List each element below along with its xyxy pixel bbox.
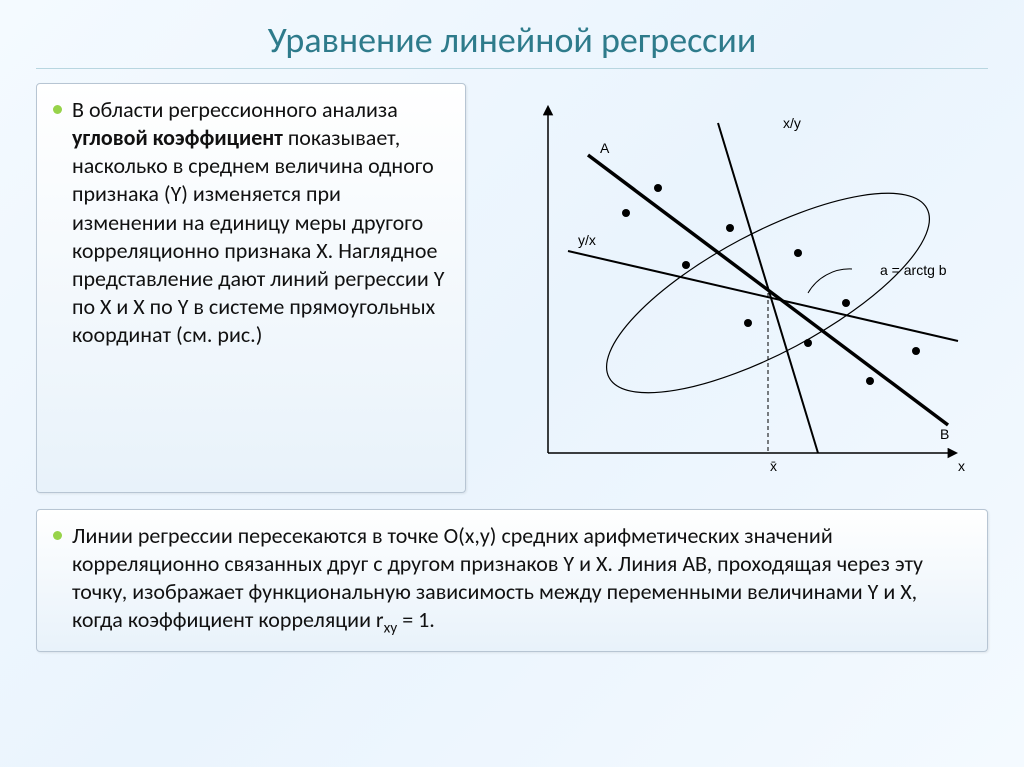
regression-diagram: A Bx/y y/x a = arctg b x̄ x: [488, 83, 988, 493]
text-box-bottom: Линии регрессии пересекаются в точке O(x…: [36, 509, 988, 652]
bullet-icon: [53, 105, 62, 114]
text-box-top: В области регрессионного анализа угловой…: [36, 83, 466, 493]
bullet-icon: [53, 531, 62, 540]
para1-bold: угловой коэффициент: [72, 124, 283, 151]
svg-text:B: B: [940, 426, 949, 442]
svg-text:x: x: [958, 458, 965, 474]
svg-text:x/y: x/y: [783, 115, 801, 131]
para2-pre: Линии регрессии пересекаются в точке O(x…: [72, 522, 923, 633]
slide-title: Уравнение линейной регрессии: [36, 18, 988, 69]
svg-text:y/x: y/x: [578, 232, 596, 248]
bullet-item-2: Линии регрессии пересекаются в точке O(x…: [53, 522, 971, 639]
svg-text:x̄: x̄: [770, 458, 777, 474]
para2-post: = 1.: [397, 606, 435, 633]
para1-post: показывает, насколько в среднем величина…: [72, 124, 444, 348]
para1-pre: В области регрессионного анализа: [72, 96, 398, 123]
svg-text:A: A: [600, 140, 610, 156]
para2-sub: xy: [384, 619, 398, 638]
svg-text:a = arctg b: a = arctg b: [880, 262, 947, 278]
bullet-item-1: В области регрессионного анализа угловой…: [53, 96, 449, 349]
